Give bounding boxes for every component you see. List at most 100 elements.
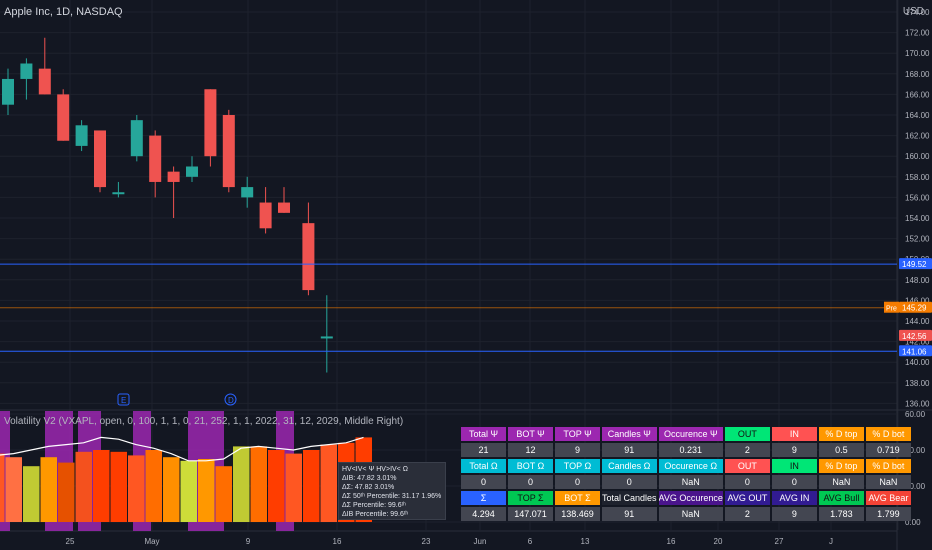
price-tag-last-bg (899, 329, 932, 341)
table-cell: 138.469 (555, 507, 600, 521)
table-cell: 2 (724, 507, 770, 521)
volatility-bar (93, 450, 110, 522)
table-row: Σ TOP Σ BOT Σ Total Candles AVG Occurenc… (461, 491, 911, 505)
candle-body (2, 78, 14, 105)
price-axis-label: 146.00 (905, 296, 930, 305)
table-cell: IN (771, 427, 817, 441)
volatility-bar (215, 466, 232, 522)
table-cell: 2 (724, 443, 770, 457)
candle-body (186, 166, 198, 177)
table-cell: % D top (818, 459, 864, 473)
volatility-bar (5, 457, 22, 522)
price-axis-label: 160.00 (905, 152, 930, 161)
time-axis-label: 27 (775, 537, 784, 546)
stats-table: Total Ψ BOT Ψ TOP Ψ Candles Ψ Occurence … (459, 425, 913, 523)
table-cell: NaN (865, 475, 911, 489)
tooltip-line: ΔΣ Percentile: 99.6ᵗʰ (342, 502, 406, 509)
table-cell: 0 (555, 475, 600, 489)
time-axis-label: 20 (714, 537, 723, 546)
price-axis-label: 140.00 (905, 358, 930, 367)
time-axis-label: Jun (474, 537, 487, 546)
price-axis-label: 164.00 (905, 111, 930, 120)
table-cell: NaN (818, 475, 864, 489)
signal-column (0, 411, 10, 531)
tooltip-line: HV<IV< Ψ HV>IV< Ω (342, 466, 408, 473)
table-cell: 91 (602, 507, 657, 521)
price-axis-label: 136.00 (905, 399, 930, 408)
price-axis-label: 156.00 (905, 193, 930, 202)
event-marker-label: E (121, 396, 126, 405)
table-cell: 0.231 (658, 443, 723, 457)
table-row: Total Ω BOT Ω TOP Ω Candles Ω Occurence … (461, 459, 911, 473)
currency-label: USD (902, 6, 924, 17)
table-cell: IN (771, 459, 817, 473)
table-cell: 1.783 (818, 507, 864, 521)
table-cell: 9 (771, 507, 817, 521)
time-axis-label: May (144, 537, 159, 546)
candle-body (75, 125, 88, 146)
table-cell: OUT (724, 427, 770, 441)
table-cell: AVG Bear (865, 491, 911, 505)
price-tag-low: 141.06 (902, 347, 927, 356)
indicator-title[interactable]: Volatility V2 (VXAPL, open, 0, 100, 1, 1… (4, 416, 404, 427)
candle-body (259, 202, 272, 229)
event-marker-icon (224, 393, 237, 406)
table-cell: 9 (555, 443, 600, 457)
table-cell: Occurence Ω (658, 459, 723, 473)
candle-body (20, 63, 33, 79)
table-row: 0 0 0 0 NaN 0 0 NaN NaN (461, 475, 911, 489)
symbol-title[interactable]: Apple Inc, 1D, NASDAQ (4, 6, 123, 18)
volatility-bar (145, 450, 162, 522)
table-cell: AVG IN (771, 491, 817, 505)
table-cell: AVG Bull (818, 491, 864, 505)
price-tag-pre: 145.29 (902, 304, 927, 313)
candle-body (302, 223, 315, 291)
table-cell: % D top (818, 427, 864, 441)
volatility-bar (75, 451, 92, 522)
price-axis-label: 138.00 (905, 379, 930, 388)
volatility-bar (163, 457, 180, 522)
indicator-axis-label: 60.00 (905, 410, 926, 419)
price-axis-label: 172.00 (905, 29, 930, 38)
table-cell: 1.799 (865, 507, 911, 521)
candle-body (320, 336, 333, 339)
volatility-bar (58, 462, 75, 522)
time-axis-label: 16 (333, 537, 342, 546)
volatility-bar (0, 453, 5, 522)
table-cell: BOT Σ (555, 491, 600, 505)
table-cell: Total Ω (461, 459, 506, 473)
table-cell: 0 (724, 475, 770, 489)
price-axis-label: 148.00 (905, 276, 930, 285)
tooltip-line: ΔΣ: 47.82 3.01% (342, 484, 395, 491)
price-axis-label: 170.00 (905, 49, 930, 58)
indicator-axis-label: 40.00 (905, 446, 926, 455)
price-axis-label: 158.00 (905, 173, 930, 182)
price-axis-label: 154.00 (905, 214, 930, 223)
price-tag-pre-bg (899, 301, 932, 313)
table-cell: TOP Ψ (555, 427, 600, 441)
candle-body (204, 89, 217, 157)
volatility-bar (180, 460, 197, 522)
pre-tag-bg (884, 301, 899, 313)
table-cell: 4.294 (461, 507, 506, 521)
table-cell: BOT Ω (508, 459, 553, 473)
candle-body (94, 130, 106, 188)
candle-body (278, 202, 290, 213)
table-cell: Candles Ψ (602, 427, 657, 441)
price-axis-label: 174.00 (905, 8, 930, 17)
price-axis-label: 144.00 (905, 317, 930, 326)
table-cell: AVG OUT (724, 491, 770, 505)
candle-body (241, 187, 254, 198)
table-row: Total Ψ BOT Ψ TOP Ψ Candles Ψ Occurence … (461, 427, 911, 441)
price-axis-label: 152.00 (905, 235, 930, 244)
table-cell: 0 (771, 475, 817, 489)
table-row: 4.294 147.071 138.469 91 NaN 2 9 1.783 1… (461, 507, 911, 521)
table-cell: 12 (508, 443, 553, 457)
table-cell: Total Ψ (461, 427, 506, 441)
table-cell: 147.071 (508, 507, 553, 521)
time-axis-label: 23 (422, 537, 431, 546)
volatility-bar (233, 446, 250, 522)
table-cell: % D bot (865, 459, 911, 473)
candle-body (167, 171, 180, 182)
